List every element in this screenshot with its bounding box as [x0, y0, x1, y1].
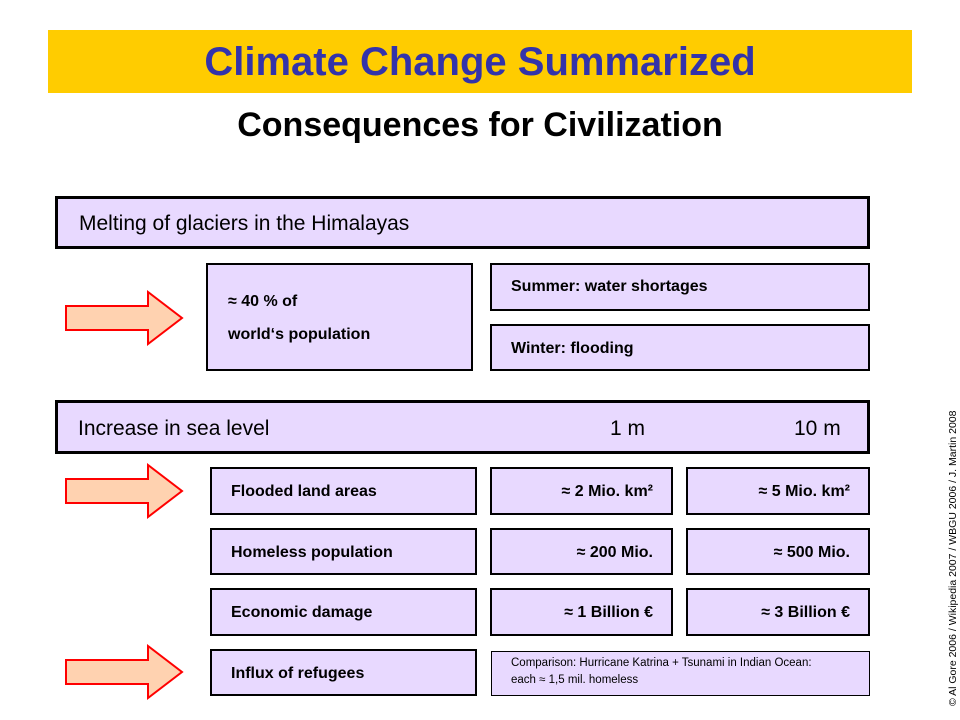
sea-level-heading-box: Increase in sea level 1 m 10 m: [55, 400, 870, 454]
flooded-land-label-box: Flooded land areas: [210, 467, 477, 515]
title-bar: Climate Change Summarized: [48, 30, 912, 93]
sea-level-heading: Increase in sea level: [78, 417, 270, 440]
economic-damage-10m-box: ≈ 3 Billion €: [686, 588, 870, 636]
slide-subtitle: Consequences for Civilization: [237, 106, 723, 144]
winter-box: Winter: flooding: [490, 324, 870, 371]
homeless-label: Homeless population: [231, 544, 393, 561]
economic-damage-label: Economic damage: [231, 604, 373, 621]
comparison-line2: each ≈ 1,5 mil. homeless: [511, 674, 639, 686]
flooded-land-label: Flooded land areas: [231, 483, 377, 500]
homeless-1m-box: ≈ 200 Mio.: [490, 528, 673, 575]
population-line2: world‘s population: [228, 326, 371, 343]
refugees-label-box: Influx of refugees: [210, 649, 477, 696]
economic-damage-1m-box: ≈ 1 Billion €: [490, 588, 673, 636]
economic-damage-10m: ≈ 3 Billion €: [761, 604, 850, 621]
summer-box: Summer: water shortages: [490, 263, 870, 311]
sea-level-col2: 10 m: [794, 417, 841, 440]
credit-text: © Al Gore 2006 / Wikipedia 2007 / WBGU 2…: [947, 410, 959, 706]
right-arrow-icon: [65, 463, 184, 519]
himalaya-heading-box: Melting of glaciers in the Himalayas: [55, 196, 870, 249]
economic-damage-label-box: Economic damage: [210, 588, 477, 636]
economic-damage-1m: ≈ 1 Billion €: [564, 604, 653, 621]
population-box: ≈ 40 % of world‘s population: [206, 263, 473, 371]
homeless-10m: ≈ 500 Mio.: [773, 544, 850, 561]
summer-text: Summer: water shortages: [511, 278, 708, 295]
flooded-land-10m: ≈ 5 Mio. km²: [758, 483, 850, 500]
right-arrow-icon: [65, 644, 184, 700]
comparison-line1: Comparison: Hurricane Katrina + Tsunami …: [511, 657, 812, 669]
homeless-1m: ≈ 200 Mio.: [576, 544, 653, 561]
himalaya-heading: Melting of glaciers in the Himalayas: [79, 212, 410, 235]
slide-title: Climate Change Summarized: [204, 40, 756, 84]
flooded-land-1m: ≈ 2 Mio. km²: [561, 483, 653, 500]
right-arrow-icon: [65, 290, 184, 346]
comparison-box: Comparison: Hurricane Katrina + Tsunami …: [491, 651, 870, 696]
flooded-land-10m-box: ≈ 5 Mio. km²: [686, 467, 870, 515]
flooded-land-1m-box: ≈ 2 Mio. km²: [490, 467, 673, 515]
sea-level-col1: 1 m: [610, 417, 646, 440]
homeless-10m-box: ≈ 500 Mio.: [686, 528, 870, 575]
winter-text: Winter: flooding: [511, 340, 634, 357]
homeless-label-box: Homeless population: [210, 528, 477, 575]
population-line1: ≈ 40 % of: [228, 293, 298, 310]
refugees-label: Influx of refugees: [231, 665, 365, 682]
